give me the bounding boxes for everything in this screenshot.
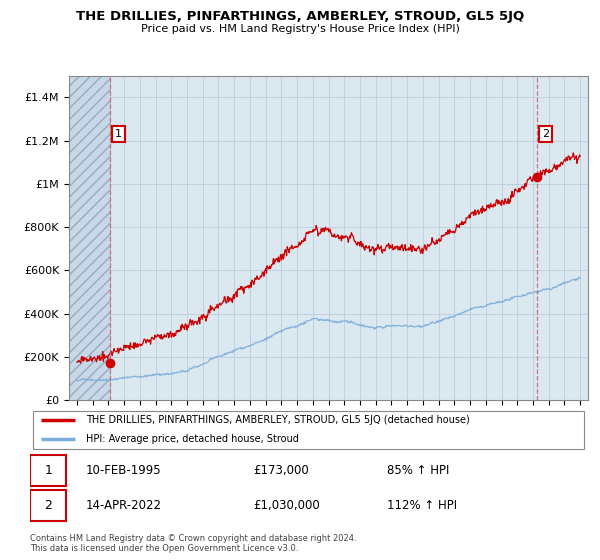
Text: 10-FEB-1995: 10-FEB-1995 <box>86 464 161 477</box>
FancyBboxPatch shape <box>33 411 584 449</box>
Text: 1: 1 <box>44 464 52 477</box>
Text: 2: 2 <box>542 129 549 139</box>
Text: HPI: Average price, detached house, Stroud: HPI: Average price, detached house, Stro… <box>86 435 299 445</box>
Text: THE DRILLIES, PINFARTHINGS, AMBERLEY, STROUD, GL5 5JQ (detached house): THE DRILLIES, PINFARTHINGS, AMBERLEY, ST… <box>86 415 470 425</box>
Text: Contains HM Land Registry data © Crown copyright and database right 2024.
This d: Contains HM Land Registry data © Crown c… <box>30 534 356 553</box>
Bar <box>69 76 110 400</box>
Text: Price paid vs. HM Land Registry's House Price Index (HPI): Price paid vs. HM Land Registry's House … <box>140 24 460 34</box>
FancyBboxPatch shape <box>30 490 66 521</box>
Text: 14-APR-2022: 14-APR-2022 <box>86 499 162 512</box>
Text: £173,000: £173,000 <box>253 464 309 477</box>
Text: 1: 1 <box>115 129 122 139</box>
Text: THE DRILLIES, PINFARTHINGS, AMBERLEY, STROUD, GL5 5JQ: THE DRILLIES, PINFARTHINGS, AMBERLEY, ST… <box>76 10 524 23</box>
Text: 112% ↑ HPI: 112% ↑ HPI <box>387 499 457 512</box>
Text: £1,030,000: £1,030,000 <box>253 499 320 512</box>
Text: 2: 2 <box>44 499 52 512</box>
FancyBboxPatch shape <box>30 455 66 486</box>
Text: 85% ↑ HPI: 85% ↑ HPI <box>387 464 449 477</box>
